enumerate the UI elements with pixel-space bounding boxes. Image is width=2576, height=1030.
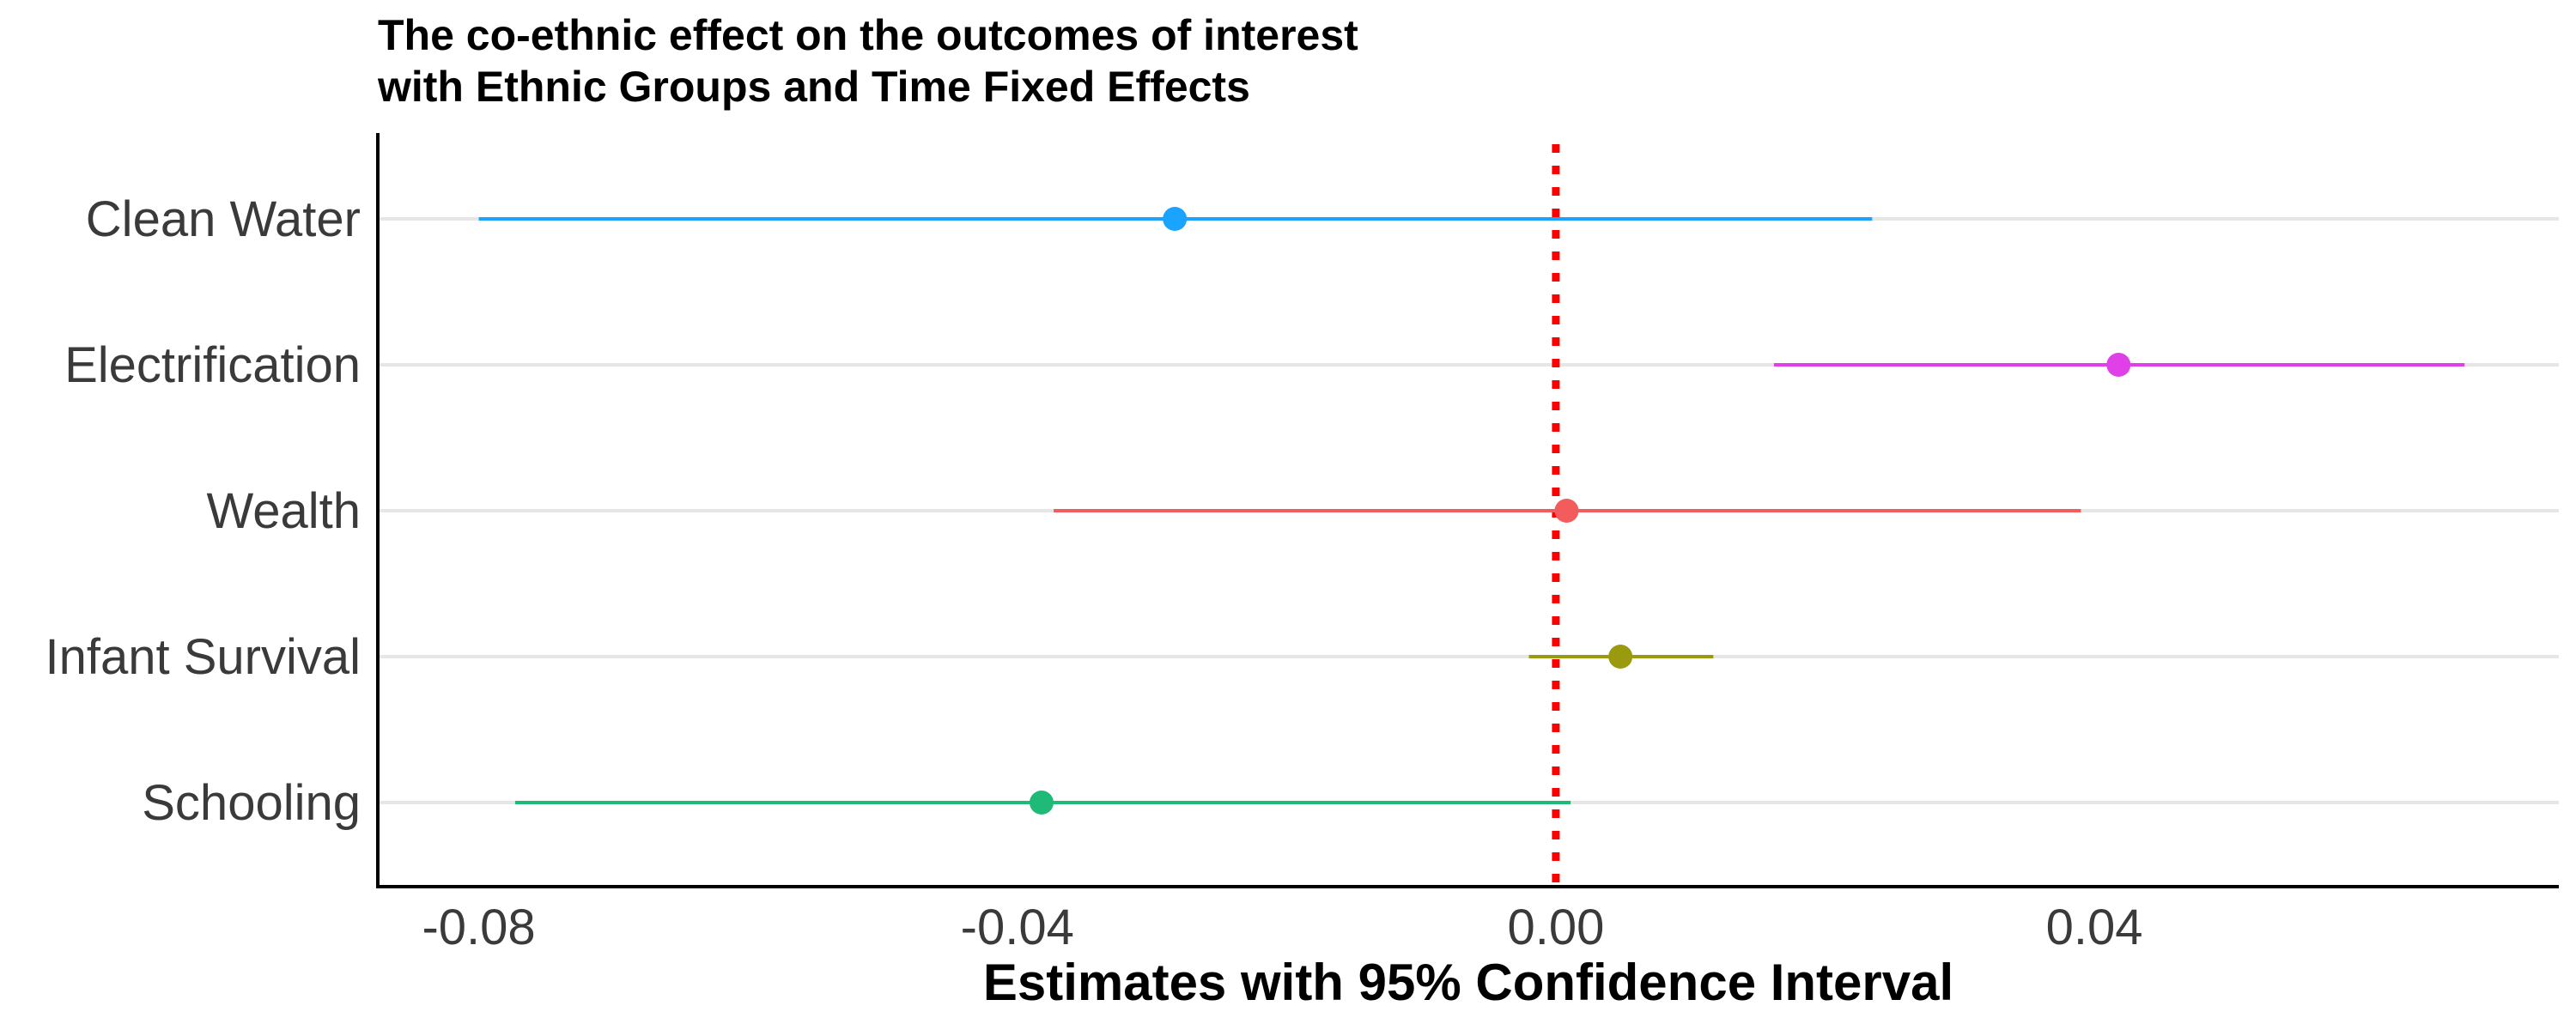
y-tick-label: Infant Survival bbox=[45, 629, 361, 685]
x-tick-label: 0.04 bbox=[2046, 900, 2143, 955]
y-tick-label: Schooling bbox=[142, 775, 361, 831]
axes bbox=[376, 133, 2559, 888]
chart-title: The co-ethnic effect on the outcomes of … bbox=[377, 11, 1358, 111]
x-axis-label: Estimates with 95% Confidence Interval bbox=[983, 954, 1953, 1011]
point-estimate-clean-water bbox=[1163, 207, 1188, 231]
x-tick-label: 0.00 bbox=[1507, 900, 1604, 955]
x-tick-label: -0.08 bbox=[422, 900, 535, 955]
x-tick-label: -0.04 bbox=[961, 900, 1074, 955]
y-tick-label: Electrification bbox=[64, 337, 361, 393]
y-tick-label: Clean Water bbox=[86, 191, 361, 247]
x-tick-labels: -0.08 -0.04 0.00 0.04 bbox=[422, 900, 2142, 955]
y-tick-label: Wealth bbox=[207, 483, 361, 539]
point-estimate-electrification bbox=[2106, 353, 2131, 377]
y-tick-labels: Clean Water Electrification Wealth Infant S… bbox=[45, 191, 361, 831]
point-estimate-schooling bbox=[1029, 791, 1054, 815]
point-estimate-infant-survival bbox=[1608, 645, 1633, 669]
chart-title-line-1: The co-ethnic effect on the outcomes of … bbox=[378, 11, 1358, 59]
point-estimate-wealth bbox=[1554, 499, 1579, 523]
point-estimates bbox=[1029, 207, 2131, 815]
chart-title-line-2: with Ethnic Groups and Time Fixed Effect… bbox=[377, 63, 1250, 111]
